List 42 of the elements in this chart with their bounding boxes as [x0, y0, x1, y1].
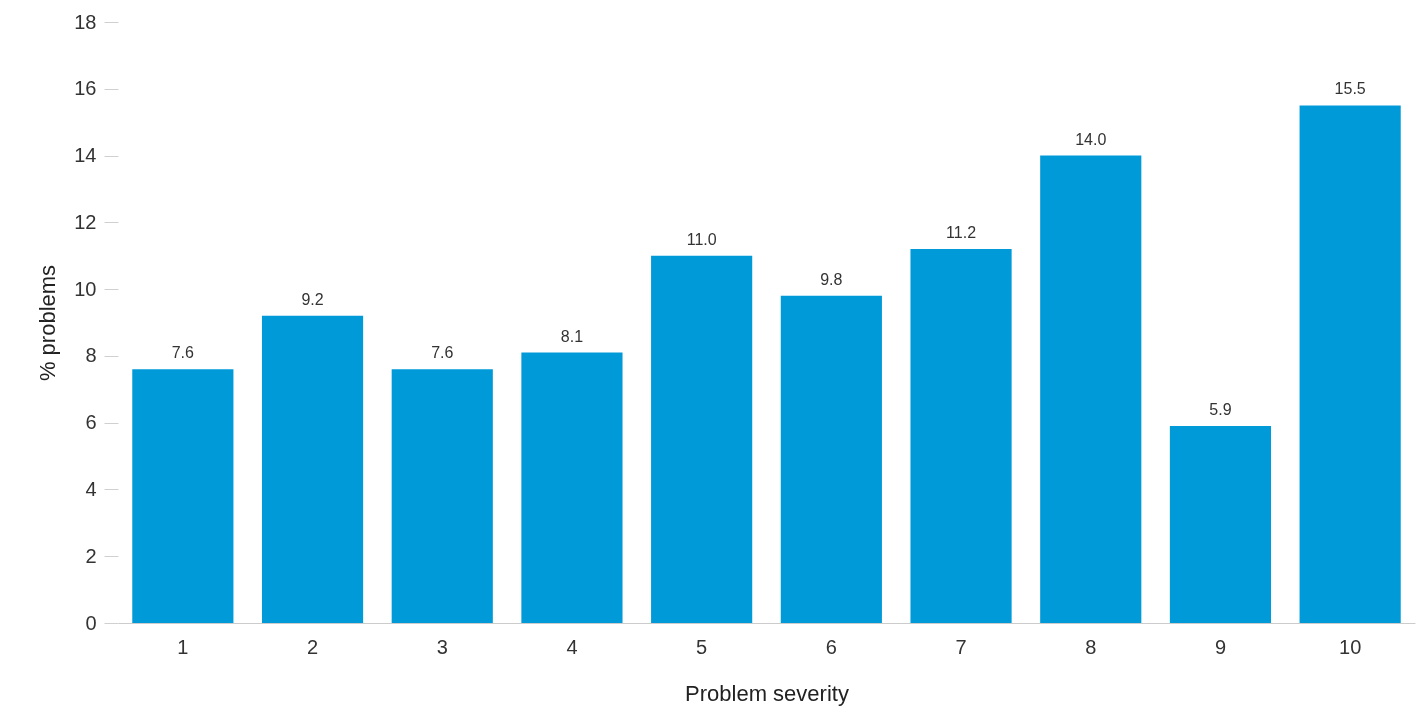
y-tick-label: 0: [85, 611, 97, 634]
x-tick-label: 6: [825, 635, 837, 658]
bar: [1299, 105, 1401, 623]
bar: [1040, 155, 1142, 623]
y-tick-label: 8: [85, 344, 97, 367]
y-tick-label: 14: [74, 144, 97, 167]
y-axis-title: % problems: [35, 264, 61, 382]
y-tick-label: 2: [85, 544, 97, 567]
data-label: 5.9: [1209, 401, 1232, 419]
bar: [521, 352, 623, 623]
bar: [1169, 426, 1272, 623]
y-tick-label: 12: [74, 210, 97, 233]
data-label: 7.6: [171, 344, 195, 362]
data-label: 8.1: [560, 327, 584, 345]
x-tick-label: 3: [436, 635, 448, 658]
bar: [261, 315, 364, 623]
y-tick-label: 4: [85, 477, 97, 500]
x-axis-title: Problem severity: [685, 680, 849, 706]
x-tick-label: 4: [566, 635, 578, 658]
data-label: 15.5: [1334, 80, 1366, 98]
data-label: 7.6: [431, 344, 454, 362]
bar: [780, 295, 882, 623]
bar: [651, 255, 753, 623]
x-tick-label: 8: [1085, 635, 1097, 658]
data-label: 9.2: [301, 290, 324, 308]
x-tick-label: 9: [1214, 635, 1227, 658]
data-label: 14.0: [1075, 130, 1107, 148]
y-tick-label: 16: [74, 77, 97, 100]
bar: [391, 369, 493, 623]
x-tick-label: 7: [955, 635, 967, 658]
x-tick-label: 1: [177, 635, 189, 658]
x-tick-label: 5: [696, 635, 708, 658]
y-tick-label: 6: [85, 411, 97, 434]
data-label: 11.2: [946, 224, 977, 242]
y-tick-label: 10: [74, 277, 97, 300]
data-label: 11.0: [686, 230, 717, 248]
x-tick-label: 2: [306, 635, 319, 658]
x-tick-label: 10: [1339, 635, 1362, 658]
data-label: 9.8: [820, 270, 843, 288]
y-tick-label: 18: [74, 10, 97, 33]
bar: [132, 369, 234, 623]
bar: [910, 249, 1012, 623]
